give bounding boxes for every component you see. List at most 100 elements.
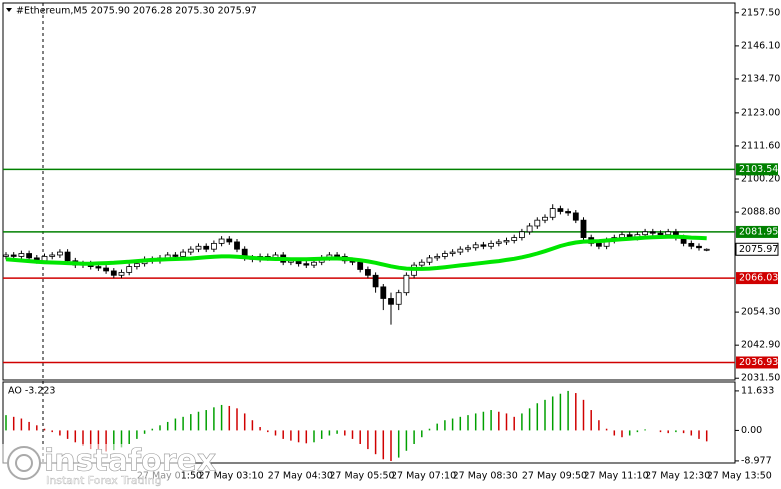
y-tick-label: 2088.80	[741, 207, 780, 218]
candle-body	[203, 245, 210, 250]
moving-average	[5, 234, 707, 271]
candle-body	[596, 242, 602, 247]
candle-body	[10, 254, 17, 257]
candle-body	[303, 263, 310, 266]
candle-body	[688, 242, 695, 247]
candle-body	[495, 241, 502, 244]
candle-body	[696, 245, 702, 249]
candle-body	[380, 286, 387, 299]
watermark: instaforex Instant Forex Trading	[0, 443, 217, 489]
collapse-icon	[6, 8, 12, 12]
logo	[7, 446, 41, 480]
candle-body	[18, 253, 25, 257]
level-box	[736, 272, 778, 285]
candle-body	[395, 292, 402, 305]
candle-body	[364, 269, 371, 276]
candle-body	[57, 251, 63, 256]
candle-body	[488, 242, 495, 247]
candle-body	[172, 254, 179, 257]
candle-body	[534, 219, 541, 227]
candle-body	[657, 232, 664, 236]
candle-body	[565, 211, 571, 214]
candle-body	[665, 231, 672, 236]
price-panel	[2, 2, 736, 381]
brand: instaforex	[44, 444, 216, 479]
candle-body	[703, 248, 710, 251]
tagline: Instant Forex Trading	[46, 474, 162, 487]
candle-body	[472, 244, 479, 249]
candle-body	[526, 225, 533, 233]
candle-body	[110, 270, 117, 276]
y-tick-label: 2146.10	[741, 40, 780, 51]
y-tick-label: 11.633	[741, 385, 774, 396]
chart-title: #Ethereum,M5 2075.90 2076.28 2075.30 207…	[16, 6, 257, 17]
y-tick-label: -8.977	[741, 455, 772, 466]
candle-body	[642, 231, 648, 236]
x-tick-label: 27 May 05:50	[329, 471, 394, 482]
candle-body	[457, 248, 464, 253]
ao-title: AO -3.223	[8, 386, 55, 397]
candle-body	[418, 261, 425, 266]
candle-body	[503, 240, 510, 243]
candle-body	[187, 248, 194, 253]
candle-body	[357, 261, 364, 270]
y-tick-label: 2031.50	[741, 373, 780, 384]
candle-body	[619, 234, 625, 238]
y-tick-label: 2054.30	[741, 307, 780, 318]
candle-body	[557, 208, 564, 212]
candle-body	[542, 216, 548, 221]
candle-body	[441, 253, 448, 257]
level-label: 2066.03	[739, 273, 778, 284]
candle-body	[480, 244, 487, 247]
candle-body	[426, 257, 433, 263]
candle-body	[218, 238, 225, 244]
candle-body	[3, 254, 9, 257]
candle-body	[549, 208, 556, 218]
level-box	[736, 356, 778, 369]
candle-body	[519, 231, 525, 238]
x-tick-label: 27 May 04:30	[268, 471, 333, 482]
y-tick-label: 0.00	[741, 425, 762, 436]
candle-body	[311, 261, 317, 266]
level-label: 2036.93	[739, 357, 778, 368]
y-tick-label: 2042.90	[741, 340, 780, 351]
candle-body	[103, 267, 109, 272]
candle-body	[580, 219, 587, 238]
x-tick-label: 27 May 13:50	[707, 471, 772, 482]
level-label: 2103.54	[739, 164, 778, 175]
candle-body	[449, 251, 456, 254]
x-tick-label: 27 May 09:50	[522, 471, 587, 482]
candle-body	[64, 251, 71, 262]
y-tick-label: 2123.00	[741, 107, 780, 118]
candle-body	[388, 298, 394, 305]
candle-body	[511, 237, 518, 241]
x-tick-label: 27 May 07:10	[391, 471, 456, 482]
candle-body	[434, 256, 441, 259]
candle-body	[210, 242, 217, 250]
candle-body	[403, 274, 410, 294]
candle-body	[234, 241, 240, 250]
level-box	[736, 163, 778, 176]
candle-body	[180, 251, 187, 257]
candle-body	[126, 266, 133, 273]
last-price-label: 2075.97	[739, 244, 778, 255]
candle-body	[95, 266, 102, 269]
level-box	[736, 225, 778, 238]
candle-body	[226, 238, 233, 243]
candle-body	[195, 245, 202, 250]
candle-body	[334, 254, 341, 257]
candle-body	[649, 231, 656, 234]
candle-body	[465, 247, 471, 250]
logo-inner	[15, 454, 33, 472]
x-tick-label: 27 May 11:10	[584, 471, 649, 482]
x-tick-label: 27 May 08:30	[453, 471, 518, 482]
x-tick-label: 27 May 12:30	[645, 471, 710, 482]
candle-body	[372, 274, 379, 288]
x-tick-label: 27 May 03:10	[199, 471, 264, 482]
candle-body	[572, 212, 579, 221]
last-price-box	[735, 242, 779, 256]
candle-body	[118, 271, 125, 276]
y-tick-label: 2100.20	[741, 174, 780, 185]
